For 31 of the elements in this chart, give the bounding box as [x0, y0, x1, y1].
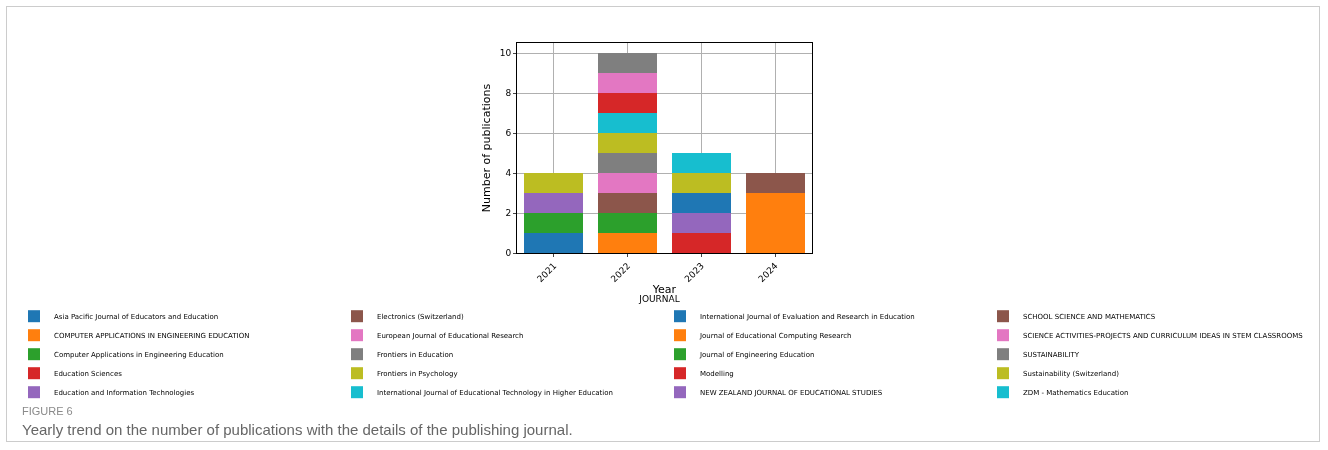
- y-tick-label: 10: [499, 48, 512, 59]
- bar: [598, 213, 658, 233]
- bar: [671, 213, 731, 233]
- bar: [671, 233, 731, 253]
- y-axis-title: Number of publications: [480, 83, 494, 213]
- bar: [524, 193, 584, 213]
- bar: [598, 133, 658, 153]
- text: Yearly trend on the number of publications with the details of the publishing journal.: [22, 421, 573, 438]
- bar: [524, 173, 584, 193]
- bar: [598, 173, 658, 193]
- bar: [598, 193, 658, 213]
- y-tick-label: 0: [505, 248, 512, 259]
- legend-title: JOURNAL: [638, 293, 680, 304]
- caption: FIGURE 6: [22, 405, 73, 417]
- bar: [745, 173, 805, 193]
- bar: [671, 193, 731, 213]
- bar: [598, 233, 658, 253]
- y-tick-label: 8: [505, 88, 512, 99]
- y-tick-label: 2: [505, 208, 512, 219]
- bar: [598, 73, 658, 93]
- y-tick-label: 4: [505, 168, 512, 179]
- bar: [598, 113, 658, 133]
- bar: [671, 153, 731, 173]
- bar: [524, 233, 584, 253]
- bar: [671, 173, 731, 193]
- bar: [598, 53, 658, 73]
- bar: [745, 193, 805, 253]
- bar: [524, 213, 584, 233]
- bar: [598, 93, 658, 113]
- bar: [598, 153, 658, 173]
- y-tick-label: 6: [505, 128, 512, 139]
